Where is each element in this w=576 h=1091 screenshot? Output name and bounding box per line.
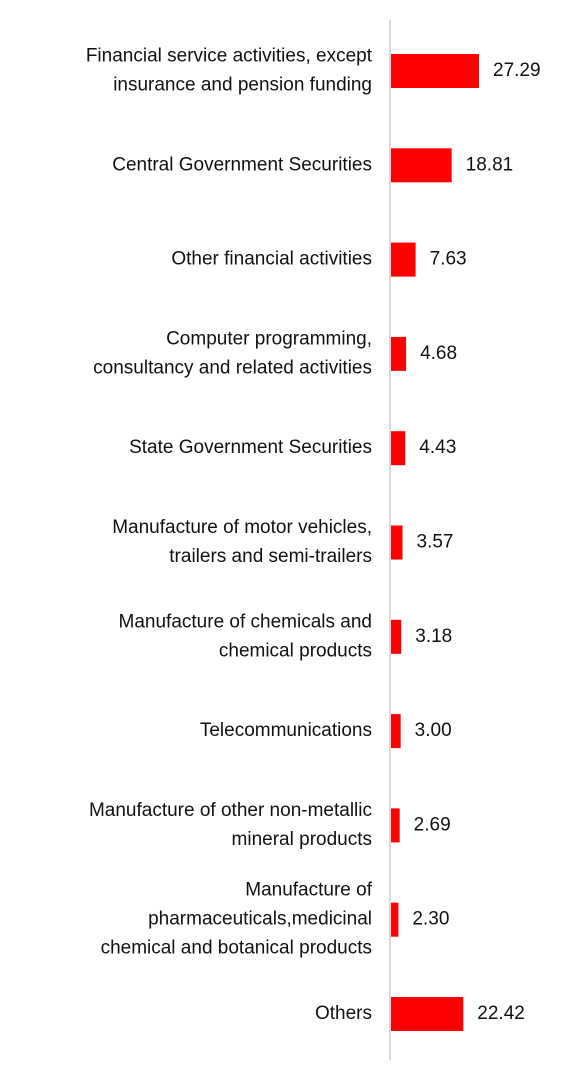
bar — [391, 431, 406, 466]
bar — [391, 336, 407, 371]
category-label-line: Manufacture of motor vehicles, — [112, 517, 372, 538]
category-label-line: mineral products — [232, 829, 372, 850]
data-label: 3.18 — [415, 626, 452, 647]
data-label: 2.30 — [412, 909, 449, 930]
category-label-line: Financial service activities, except — [86, 46, 373, 67]
category-label-line: Others — [315, 1003, 372, 1024]
category-label-line: pharmaceuticals,medicinal — [148, 909, 372, 930]
category-label-line: Manufacture of chemicals and — [119, 611, 372, 632]
category-label: Telecommunications — [200, 720, 372, 741]
data-label: 18.81 — [466, 154, 514, 175]
bar — [391, 619, 402, 654]
category-label-line: Manufacture of — [245, 880, 372, 901]
category-label: Computer programming, consultancy and rel… — [93, 328, 372, 378]
category-label: Central Government Securities — [112, 154, 372, 175]
category-label-line: consultancy and related activities — [93, 357, 372, 378]
bar — [391, 148, 452, 183]
data-label: 22.42 — [477, 1003, 525, 1024]
category-label: Manufacture of pharmaceuticals,medicinal c… — [101, 880, 373, 959]
bar — [391, 54, 480, 88]
category-label: Financial service activities, except insu… — [86, 46, 373, 96]
category-label: Others — [315, 1003, 372, 1024]
category-label: Manufacture of chemicals and chemical pro… — [119, 611, 372, 661]
bar — [391, 525, 403, 560]
category-label-line: Telecommunications — [200, 720, 372, 741]
bar — [391, 714, 401, 749]
bar — [391, 808, 400, 843]
category-label-line: trailers and semi-trailers — [169, 546, 372, 567]
data-label: 4.43 — [419, 437, 456, 458]
category-label: State Government Securities — [129, 437, 372, 458]
category-label: Other financial activities — [171, 249, 372, 270]
category-label: Manufacture of other non-metallic mineral… — [89, 800, 372, 850]
data-label: 3.00 — [415, 720, 452, 741]
bar — [391, 997, 464, 1031]
data-label: 7.63 — [430, 249, 467, 270]
category-label-line: State Government Securities — [129, 437, 372, 458]
category-label-line: Central Government Securities — [112, 154, 372, 175]
category-label: Manufacture of motor vehicles, trailers a… — [112, 517, 372, 567]
data-label: 2.69 — [414, 814, 451, 835]
data-label: 3.57 — [417, 532, 454, 553]
category-label-line: Manufacture of other non-metallic — [89, 800, 372, 821]
category-label-line: chemical and botanical products — [101, 938, 372, 959]
bar — [391, 902, 399, 937]
category-label-line: chemical products — [219, 640, 372, 661]
data-label: 27.29 — [493, 60, 541, 81]
category-label-line: Other financial activities — [171, 249, 372, 270]
category-label-line: Computer programming, — [166, 328, 372, 349]
data-label: 4.68 — [420, 343, 457, 364]
bar — [391, 242, 416, 277]
category-label-line: insurance and pension funding — [113, 75, 372, 96]
